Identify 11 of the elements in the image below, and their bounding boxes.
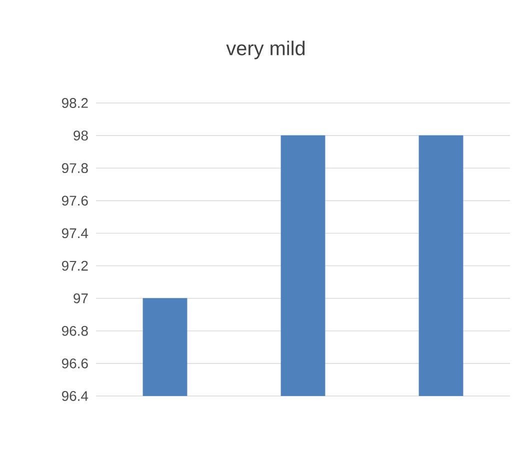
y-tick-label: 96.4 [62, 391, 88, 401]
y-tick-label: 96.8 [62, 326, 88, 336]
chart-title: very mild [226, 40, 305, 60]
y-tick-label: 97 [74, 293, 88, 304]
y-tick-label: 98.2 [62, 98, 88, 108]
y-tick-label: 97.4 [62, 228, 88, 238]
y-tick-label: 97.6 [62, 196, 88, 206]
y-tick-label: 97.2 [62, 260, 88, 271]
y-tick-label: 98 [74, 130, 88, 140]
y-tick-label: 97.8 [62, 163, 88, 174]
y-tick-label: 96.6 [62, 358, 88, 368]
